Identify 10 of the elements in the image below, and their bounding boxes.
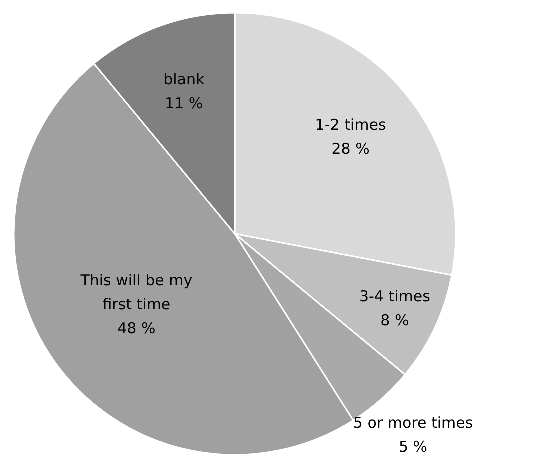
slice-label: 3-4 times	[359, 287, 431, 306]
data-label: 8 %	[380, 311, 410, 330]
data-label: 11 %	[165, 94, 204, 113]
data-label: 48 %	[118, 320, 156, 338]
data-label: 5 %	[399, 438, 428, 456]
slice-label: 1-2 times	[315, 116, 386, 134]
slice-label: blank	[164, 70, 205, 89]
slice-label: This will be my first time	[80, 272, 193, 314]
data-label: 28 %	[332, 140, 370, 158]
slice-label: 5 or more times	[353, 414, 474, 432]
